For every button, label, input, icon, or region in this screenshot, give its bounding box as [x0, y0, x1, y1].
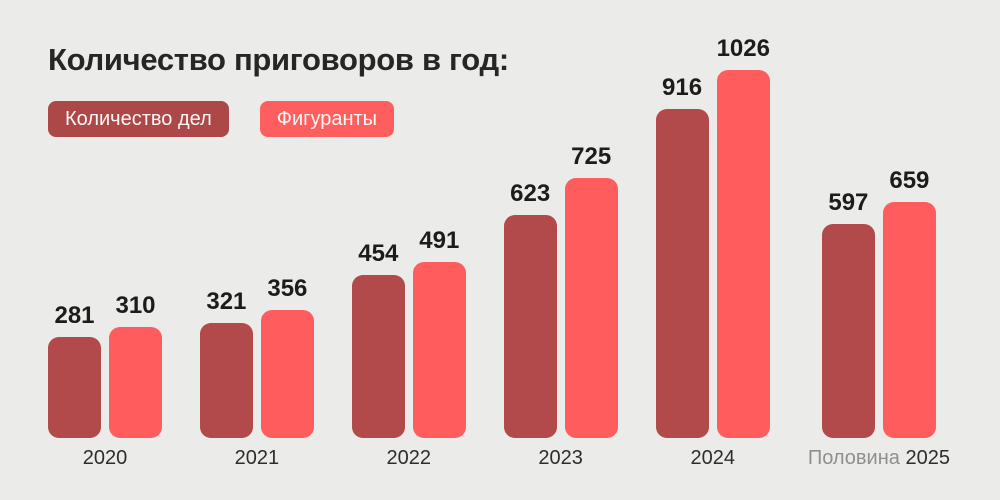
bar-defendants	[109, 327, 162, 438]
bar-cases	[655, 109, 709, 438]
legend-chip-defendants-label: Фигуранты	[276, 107, 378, 130]
legend-chip-cases-label: Количество дел	[65, 107, 212, 130]
bar-cases	[199, 323, 253, 438]
bar-column-defendants: 310	[109, 292, 162, 438]
category-label-year: 2021	[234, 447, 280, 469]
page-title: Количество приговоров в год:	[48, 42, 509, 77]
bar-cases	[351, 275, 405, 438]
bar-group: 916 1026 2024	[655, 35, 770, 470]
bar-pair: 281 310	[48, 292, 162, 438]
bar-column-cases: 454	[351, 240, 405, 438]
bar-column-cases: 597	[821, 189, 875, 438]
bar-cases	[503, 215, 557, 438]
category-label: 2023	[538, 447, 583, 470]
category-label-muted: Половина	[807, 447, 906, 469]
category-label-year: 2024	[690, 447, 736, 469]
bar-column-defendants: 491	[412, 227, 466, 438]
bar-column-defendants: 356	[260, 275, 314, 438]
category-label-year: 2023	[538, 447, 583, 469]
bar-value-label: 1026	[716, 35, 770, 62]
bar-column-cases: 623	[503, 180, 557, 438]
bar-value-label: 454	[358, 240, 399, 267]
bar-group: 623 725 2023	[503, 143, 618, 470]
bar-value-label: 321	[206, 288, 247, 315]
bar-value-label: 356	[267, 275, 308, 302]
category-label-year: 2022	[386, 447, 432, 469]
legend-chip-cases: Количество дел	[48, 101, 229, 137]
bar-defendants	[412, 262, 466, 438]
bar-value-label: 491	[419, 227, 460, 254]
category-label-year: 2025	[905, 447, 950, 469]
bar-column-cases: 281	[48, 302, 101, 438]
bar-pair: 321 356	[199, 275, 314, 438]
category-label: Половина 2025	[808, 447, 950, 470]
bar-value-label: 310	[115, 292, 156, 319]
bar-defendants	[716, 70, 770, 438]
category-label: 2022	[387, 447, 432, 470]
bar-defendants	[564, 178, 618, 438]
bar-pair: 454 491	[351, 227, 466, 438]
bar-cases	[48, 337, 101, 438]
category-label: 2024	[691, 447, 736, 470]
bar-column-cases: 321	[199, 288, 253, 438]
bar-defendants	[882, 202, 936, 438]
bar-group: 454 491 2022	[351, 227, 466, 470]
bar-pair: 597 659	[821, 167, 936, 438]
legend: Количество дел Фигуранты	[48, 101, 395, 137]
legend-chip-defendants: Фигуранты	[259, 101, 395, 137]
bar-value-label: 281	[54, 302, 95, 329]
category-label: 2020	[83, 447, 128, 470]
category-label-year: 2020	[82, 447, 128, 469]
bar-group: 281 310 2020	[48, 292, 162, 470]
bar-column-defendants: 725	[564, 143, 618, 438]
bar-group: 321 356 2021	[199, 275, 314, 470]
bar-cases	[821, 224, 875, 438]
bar-value-label: 597	[828, 189, 869, 216]
bar-value-label: 916	[662, 74, 703, 101]
chart: 281 310 2020 321 356 2021 454 491 2022 623 725 2023…	[48, 35, 950, 470]
bar-pair: 623 725	[503, 143, 618, 438]
bar-column-defendants: 1026	[717, 35, 770, 438]
bar-defendants	[260, 310, 314, 438]
category-label: 2021	[235, 447, 280, 470]
bar-group: 597 659 Половина 2025	[808, 167, 950, 470]
bar-column-defendants: 659	[882, 167, 936, 438]
bar-pair: 916 1026	[655, 35, 770, 438]
bar-value-label: 659	[889, 167, 930, 194]
bar-value-label: 725	[571, 143, 612, 170]
bar-value-label: 623	[510, 180, 551, 207]
bar-column-cases: 916	[655, 74, 709, 438]
